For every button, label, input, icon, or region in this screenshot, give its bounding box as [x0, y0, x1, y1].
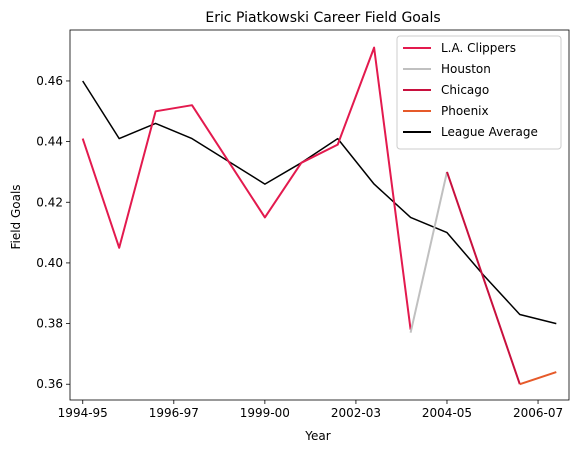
x-tick-label: 1994-95: [58, 406, 108, 420]
x-tick-label: 1999-00: [240, 406, 290, 420]
x-tick-label: 2004-05: [422, 406, 472, 420]
legend-label: Chicago: [441, 83, 489, 97]
series-line-houston: [409, 171, 448, 333]
plot-frame: [69, 29, 570, 401]
y-tick-label: 0.44: [36, 135, 63, 149]
chart-title: Eric Piatkowski Career Field Goals: [205, 10, 440, 26]
y-tick-label: 0.40: [36, 256, 63, 270]
y-axis-label: Field Goals: [9, 184, 23, 249]
y-tick-label: 0.42: [36, 195, 63, 209]
y-axis: 0.36 0.38 0.40 0.42 0.44 0.46: [36, 74, 70, 391]
y-tick-label: 0.36: [36, 377, 63, 391]
x-tick-label: 1996-97: [149, 406, 199, 420]
series-line-phoenix: [519, 371, 557, 386]
series-lines: [81, 46, 557, 386]
legend-label: L.A. Clippers: [441, 41, 516, 55]
legend: L.A. Clippers Houston Chicago Phoenix League…: [396, 35, 562, 150]
x-axis-label: Year: [304, 429, 330, 443]
x-axis: 1994-95 1996-97 1999-00 2002-03 2004-05 2006-…: [58, 400, 563, 420]
plot-area: 1994-95 1996-97 1999-00 2002-03 2004-05 2006-…: [36, 29, 570, 420]
legend-box: [396, 35, 562, 150]
x-tick-label: 2006-07: [513, 406, 563, 420]
legend-label: Houston: [441, 62, 491, 76]
y-tick-label: 0.46: [36, 74, 63, 88]
legend-label: Phoenix: [441, 104, 489, 118]
y-tick-label: 0.38: [36, 317, 63, 331]
x-tick-label: 2002-03: [331, 406, 381, 420]
series-line-chicago: [446, 171, 521, 385]
legend-label: League Average: [441, 125, 538, 139]
series-line-l-a-clippers: [81, 46, 412, 330]
